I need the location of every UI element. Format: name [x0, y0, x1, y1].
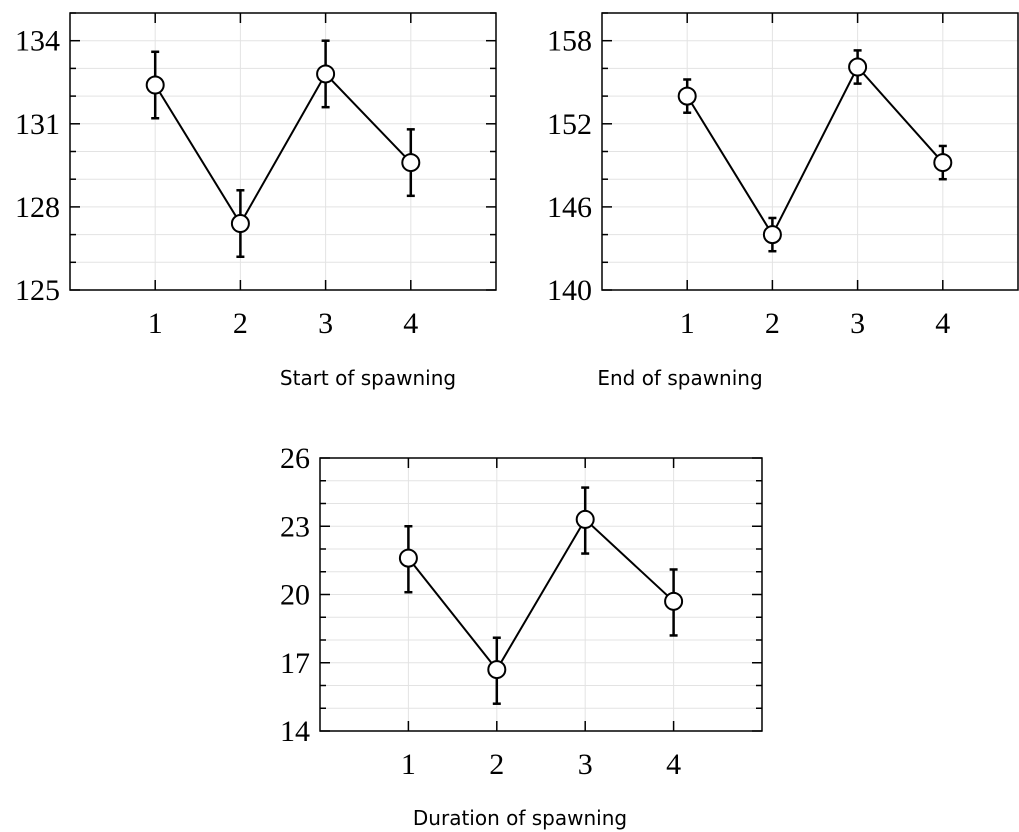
x-tick-label: 3 — [578, 748, 593, 781]
y-tick-label: 134 — [15, 25, 60, 58]
chart-panel-2: 140 146 152 158 1 2 3 4 End of spawning — [547, 12, 1019, 390]
chart-caption: End of spawning — [597, 366, 762, 390]
grid — [70, 13, 496, 290]
x-tick-label: 2 — [765, 307, 780, 340]
y-tick-label: 131 — [15, 108, 60, 141]
x-tick-label: 1 — [680, 307, 695, 340]
x-tick-label: 3 — [850, 307, 865, 340]
data-point-marker — [230, 214, 250, 234]
y-tick-label: 23 — [280, 510, 310, 543]
data-point-marker — [398, 548, 418, 568]
data-point-marker — [848, 57, 868, 77]
x-tick-label: 3 — [318, 307, 333, 340]
series-line — [686, 65, 944, 237]
x-tick-label: 1 — [401, 748, 416, 781]
chart-caption: Start of spawning — [280, 366, 456, 390]
y-tick-label: 26 — [280, 442, 310, 475]
y-tick-label: 20 — [280, 579, 310, 612]
data-point-marker — [316, 64, 336, 84]
y-tick-label: 146 — [547, 191, 592, 224]
data-point-marker — [762, 225, 782, 245]
grid — [602, 13, 1018, 290]
x-tick-label: 2 — [233, 307, 248, 340]
data-point-marker — [575, 509, 595, 529]
x-tick-label: 4 — [935, 307, 950, 340]
y-tick-label: 14 — [280, 715, 310, 748]
y-tick-label: 128 — [15, 191, 60, 224]
y-tick-label: 152 — [547, 108, 592, 141]
data-point-marker — [401, 153, 421, 173]
chart-caption: Duration of spawning — [413, 806, 627, 830]
x-tick-label: 2 — [489, 748, 504, 781]
data-point-marker — [664, 591, 684, 611]
data-point-marker — [487, 660, 507, 680]
data-point-marker — [677, 86, 697, 106]
series-line — [154, 72, 412, 226]
chart-panel-1: 125 128 131 134 1 2 3 4 Start of spawning — [15, 12, 497, 390]
y-tick-label: 140 — [547, 274, 592, 307]
data-point-marker — [933, 153, 953, 173]
y-tick-label: 17 — [280, 647, 310, 680]
x-tick-label: 4 — [403, 307, 418, 340]
y-tick-label: 125 — [15, 274, 60, 307]
series-line — [407, 517, 675, 672]
data-point-marker — [145, 75, 165, 95]
x-tick-label: 1 — [148, 307, 163, 340]
x-tick-label: 4 — [666, 748, 681, 781]
y-tick-label: 158 — [547, 25, 592, 58]
